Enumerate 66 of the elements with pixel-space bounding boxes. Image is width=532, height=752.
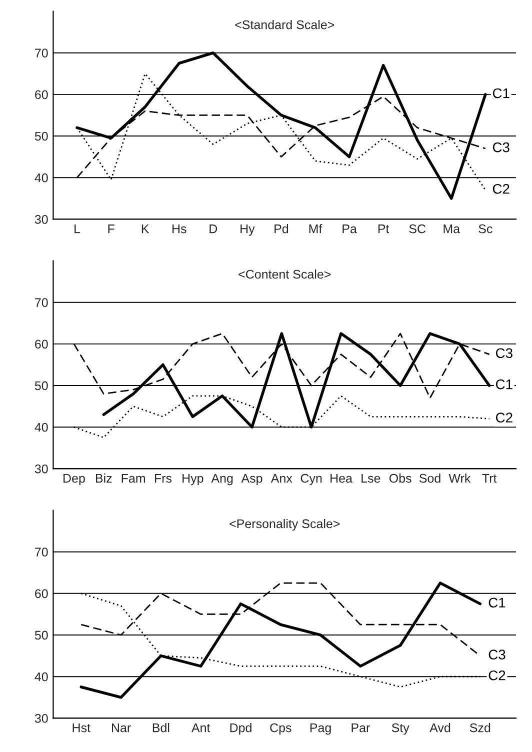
y-tick-label: 60 — [35, 90, 48, 100]
x-tick-label: Hst — [72, 723, 90, 732]
y-tick-label: 60 — [35, 340, 48, 349]
series-label: C3 — [492, 142, 510, 152]
x-tick-label: Pa — [342, 224, 357, 234]
series-label: C3 — [496, 348, 512, 358]
x-tick-label: Pag — [310, 723, 331, 735]
series-label: C3 — [488, 650, 506, 660]
x-tick-label: Dep — [64, 474, 85, 486]
x-tick-label: Pd — [274, 224, 288, 234]
x-tick-label: Hs — [172, 224, 186, 234]
x-tick-label: L — [74, 224, 80, 234]
x-tick-label: Pt — [378, 224, 390, 234]
x-tick-label: Wrk — [448, 474, 471, 483]
y-tick-label: 70 — [35, 548, 48, 556]
text: <Personality Scale> — [230, 518, 340, 531]
x-tick-label: Lse — [362, 474, 380, 483]
text: <Standard Scale> — [235, 20, 334, 30]
text: <Content Scale> — [238, 269, 331, 279]
x-tick-label: F — [108, 224, 114, 234]
x-tick-label: Hea — [330, 474, 352, 483]
x-tick-label: Anx — [270, 474, 292, 483]
x-tick-label: Frs — [154, 474, 172, 483]
x-tick-label: Hy — [240, 224, 255, 236]
x-tick-label: Ang — [211, 474, 233, 486]
series-label: C1 — [488, 598, 506, 608]
y-tick-label: 70 — [35, 48, 48, 58]
x-tick-label: Sc — [478, 224, 492, 234]
x-tick-label: Avd — [430, 723, 450, 732]
x-tick-label: Fam — [122, 474, 145, 483]
x-tick-label: Ma — [444, 224, 460, 234]
y-tick-label: 50 — [34, 381, 48, 390]
y-tick-label: 70 — [35, 298, 48, 307]
x-tick-label: Sty — [392, 723, 410, 735]
series-label: C2 — [492, 184, 510, 194]
x-tick-label: Szd — [470, 723, 490, 732]
x-tick-label: SC — [409, 224, 426, 234]
x-tick-label: D — [210, 224, 218, 234]
y-tick-label: 30 — [34, 714, 48, 723]
x-tick-label: Trt — [482, 474, 497, 483]
y-tick-label: 50 — [34, 132, 48, 141]
x-tick-label: Nar — [112, 723, 131, 732]
y-tick-label: 50 — [34, 630, 48, 640]
y-tick-label: 30 — [34, 464, 48, 474]
series-label: C1 — [496, 379, 512, 390]
y-tick-label: 40 — [34, 672, 48, 682]
series-label: C2 — [496, 412, 512, 423]
series-label: C1 — [492, 88, 510, 98]
x-tick-label: Cyn — [300, 474, 322, 486]
series-label: C2 — [488, 670, 506, 680]
y-tick-label: 40 — [34, 422, 48, 432]
x-tick-label: Sod — [419, 474, 440, 483]
y-tick-label: 40 — [34, 173, 48, 182]
x-tick-label: K — [142, 224, 150, 234]
x-tick-label: Hyp — [182, 474, 204, 486]
x-tick-label: Obs — [389, 474, 412, 483]
y-tick-label: 30 — [34, 214, 48, 224]
y-tick-label: 60 — [35, 589, 48, 598]
x-tick-label: Biz — [96, 474, 112, 483]
x-tick-label: Cps — [270, 723, 292, 735]
x-tick-label: Asp — [241, 474, 262, 486]
x-tick-label: Mf — [309, 224, 322, 234]
x-tick-label: Dpd — [230, 723, 252, 735]
x-tick-label: Ant — [191, 723, 210, 732]
x-tick-label: Par — [352, 723, 370, 732]
x-tick-label: Bdl — [152, 723, 170, 732]
